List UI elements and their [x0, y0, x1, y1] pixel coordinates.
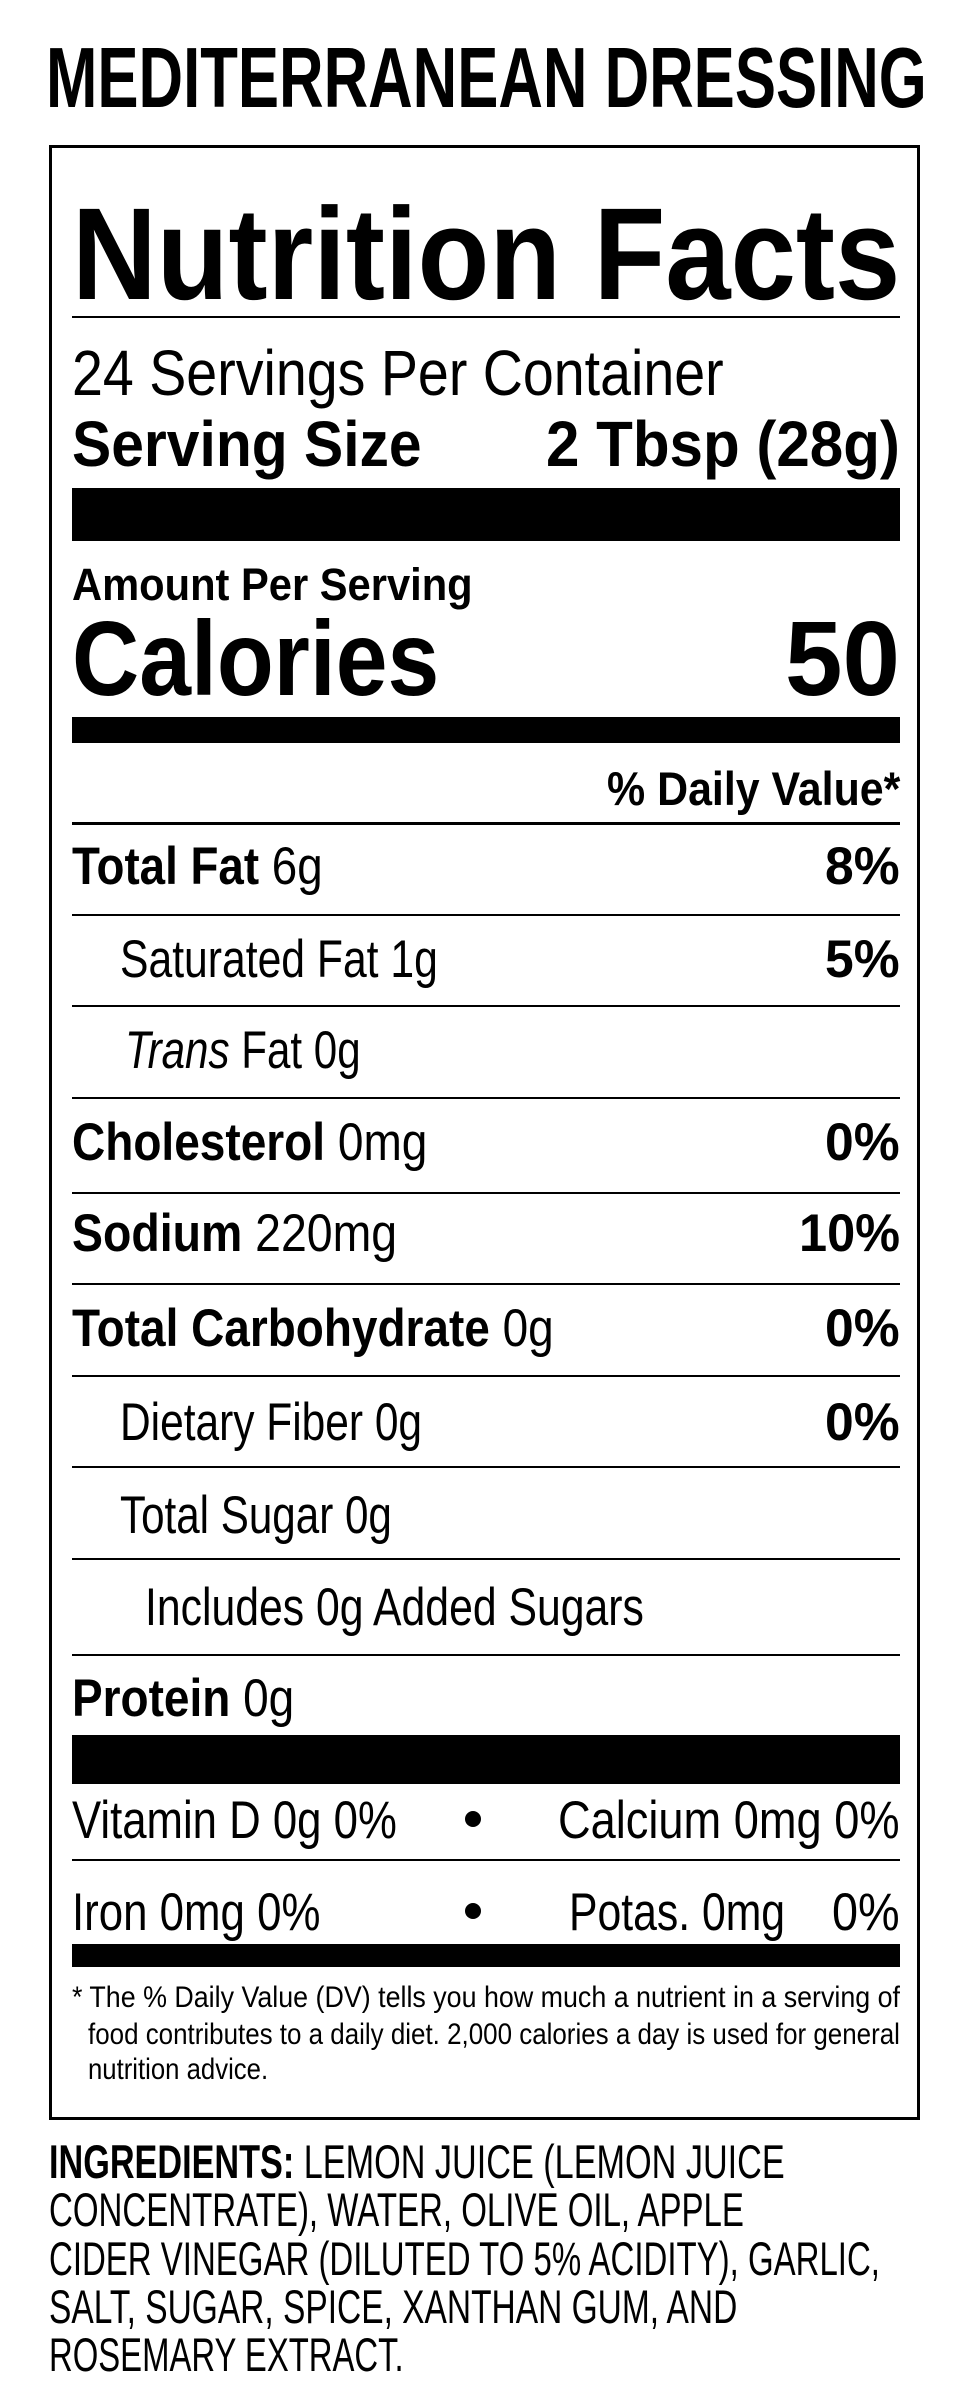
- servings: 24 Servings Per Container: [72, 337, 724, 409]
- daily-value-header: % Daily Value*: [606, 762, 900, 815]
- nutrition-panel: [49, 145, 920, 2120]
- calories-label: Calories: [72, 600, 440, 718]
- amount-per-serving: Amount Per Serving: [72, 559, 473, 610]
- rule: [72, 1654, 900, 1656]
- thick-bar: [72, 1735, 900, 1784]
- nutrient: Dietary Fiber 0g: [120, 1396, 422, 1449]
- vitamin: Calcium 0mg 0%: [558, 1791, 900, 1850]
- ingredients-label: INGREDIENTS:: [49, 2135, 295, 2188]
- rule: [72, 1466, 900, 1468]
- serving-size-value: 2 Tbsp (28g): [546, 408, 900, 480]
- rule: [72, 914, 900, 916]
- nutrient-amount: 0g: [344, 1486, 392, 1545]
- nutrient-name: Total Sugar: [120, 1486, 334, 1545]
- nutrient-name: Saturated Fat: [120, 930, 379, 989]
- rule: [72, 1097, 900, 1099]
- nutrient-dv: 0%: [825, 1299, 900, 1358]
- ingredients-line: CIDER VINEGAR (DILUTED TO 5% ACIDITY), G…: [49, 2232, 880, 2285]
- nutrient-amount: 6g: [271, 837, 323, 896]
- nutrient-name: Dietary Fiber: [120, 1393, 364, 1452]
- ingredients-line: INGREDIENTS: LEMON JUICE (LEMON JUICE: [49, 2138, 785, 2185]
- ingredients-line: ROSEMARY EXTRACT.: [49, 2328, 404, 2381]
- rule: [72, 1859, 900, 1861]
- ingredients-text: LEMON JUICE (LEMON JUICE: [303, 2135, 785, 2188]
- vitamin-dv: 0%: [832, 1883, 900, 1942]
- nutrient: Trans Fat 0g: [125, 1024, 361, 1077]
- nutrient-dv: 0%: [825, 1393, 900, 1452]
- product-name-line: MEDITERRANEAN DRESSING: [46, 36, 975, 121]
- nutrient-amount: 0g: [374, 1393, 423, 1452]
- vitamin: Vitamin D 0g 0%: [72, 1791, 397, 1850]
- nutrient-name: Total Carbohydrate: [72, 1299, 490, 1358]
- nutrient-amount: 220mg: [255, 1204, 398, 1263]
- nutrient-amount: 0g: [313, 1021, 361, 1080]
- nutrient-name: Total Fat: [72, 837, 260, 896]
- nutrient-name: Includes 0g Added Sugars: [145, 1578, 644, 1637]
- nutrient-name-rest: Fat: [241, 1021, 303, 1080]
- nutrient-name: Cholesterol: [72, 1113, 326, 1172]
- footnote-line: * The % Daily Value (DV) tells you how m…: [72, 1981, 900, 2014]
- nutrient-name: Trans: [125, 1021, 230, 1080]
- thick-bar: [72, 488, 900, 541]
- calories-value: 50: [785, 600, 900, 718]
- nutrient: Total Carbohydrate 0g: [72, 1302, 554, 1355]
- nutrient: Cholesterol 0mg: [72, 1116, 427, 1169]
- nutrient-amount: 0g: [502, 1299, 554, 1358]
- nutrient: Total Sugar 0g: [120, 1489, 392, 1542]
- medium-bar: [72, 1944, 900, 1967]
- nutrient-name: Protein: [72, 1669, 231, 1728]
- bullet: [465, 1811, 481, 1827]
- serving-size-label: Serving Size: [72, 408, 422, 480]
- bullet: [465, 1903, 481, 1919]
- rule: [72, 1005, 900, 1007]
- panel-title: Nutrition Facts: [72, 180, 901, 327]
- footnote-line: nutrition advice.: [88, 2053, 269, 2086]
- nutrient-amount: 0mg: [337, 1113, 428, 1172]
- ingredients-line: CONCENTRATE), WATER, OLIVE OIL, APPLE: [49, 2183, 744, 2236]
- nutrient-dv: 10%: [798, 1204, 900, 1263]
- nutrient-dv: 5%: [825, 930, 900, 989]
- rule: [72, 822, 900, 825]
- vitamin: Potas. 0mg: [569, 1883, 786, 1942]
- footnote-line: food contributes to a daily diet. 2,000 …: [88, 2018, 900, 2051]
- nutrient-dv: 8%: [825, 837, 900, 896]
- nutrient-dv: 0%: [825, 1113, 900, 1172]
- rule: [72, 1558, 900, 1560]
- nutrient: Sodium 220mg: [72, 1207, 397, 1260]
- ingredients-line: SALT, SUGAR, SPICE, XANTHAN GUM, AND: [49, 2280, 738, 2333]
- rule: [72, 1283, 900, 1285]
- nutrient: Saturated Fat 1g: [120, 933, 438, 986]
- rule: [72, 1375, 900, 1377]
- nutrient-name: Sodium: [72, 1204, 243, 1263]
- rule: [72, 316, 900, 318]
- nutrient-amount: 0g: [243, 1669, 295, 1728]
- nutrient: Protein 0g: [72, 1672, 294, 1725]
- rule: [72, 1192, 900, 1194]
- product-name: MEDITERRANEAN DRESSING: [46, 31, 927, 126]
- vitamin: Iron 0mg 0%: [72, 1883, 321, 1942]
- medium-bar: [72, 717, 900, 743]
- nutrient: Total Fat 6g: [72, 840, 323, 893]
- nutrient-amount: 1g: [390, 930, 438, 989]
